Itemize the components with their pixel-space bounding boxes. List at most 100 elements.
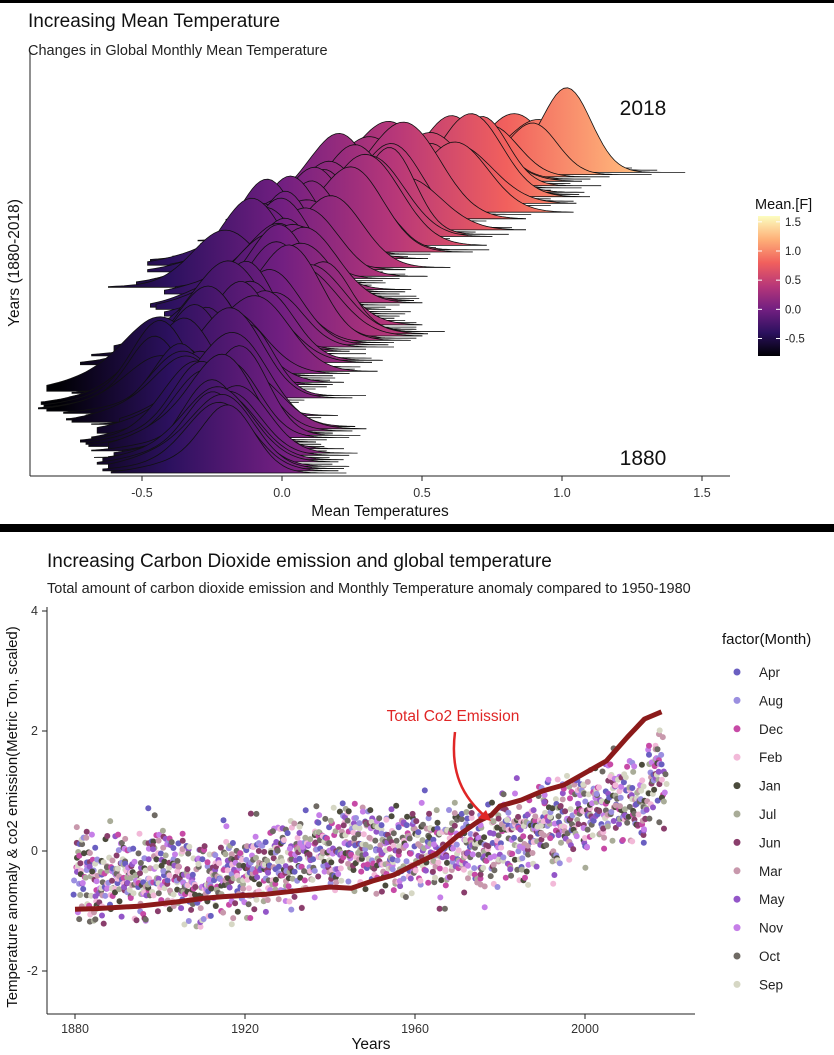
scatter-point (556, 860, 563, 867)
scatter-point (508, 872, 515, 879)
scatter-point (378, 822, 385, 829)
scatter-point (640, 839, 647, 846)
scatter-point (390, 830, 397, 837)
scatter-point (512, 790, 518, 797)
scatter-point (199, 856, 206, 863)
scatter-point (298, 905, 305, 911)
scatter-chart-panel: Increasing Carbon Dioxide emission and g… (0, 532, 834, 1055)
x-tick-label: 0.0 (273, 486, 290, 500)
scatter-point (476, 834, 482, 841)
scatter-point (118, 913, 125, 920)
scatter-point (269, 828, 276, 835)
scatter-point (612, 782, 619, 789)
scatter-point (442, 882, 449, 889)
scatter-point (351, 800, 358, 807)
scatter-point (328, 859, 335, 866)
scatter-point (322, 815, 329, 822)
scatter-point (137, 859, 144, 866)
scatter-point (500, 854, 507, 861)
annotation-label: Total Co2 Emission (387, 708, 520, 725)
scatter-point (601, 834, 608, 841)
scatter-point (382, 882, 389, 889)
scatter-point (367, 844, 374, 851)
scatter-point (552, 796, 559, 803)
scatter-point (575, 821, 582, 828)
scatter-point (270, 855, 277, 862)
scatter-point (400, 875, 407, 882)
scatter-point (518, 866, 525, 873)
scatter-point (402, 842, 409, 849)
scatter-point (261, 848, 268, 855)
scatter-point (430, 836, 437, 843)
scatter-point (132, 872, 139, 879)
scatter-point (291, 820, 298, 827)
scatter-point (658, 751, 665, 758)
ridge-group (38, 87, 686, 474)
scatter-point (362, 841, 369, 848)
scatter-point (82, 874, 89, 881)
scatter-point (116, 898, 123, 905)
scatter-point (489, 799, 495, 806)
scatter-point (79, 880, 86, 886)
scatter-point (646, 751, 652, 758)
scatter-point (617, 803, 623, 810)
scatter-point (88, 831, 95, 838)
scatter-point (465, 875, 471, 882)
scatter-point (640, 783, 647, 790)
scatter-point (660, 798, 667, 805)
scatter-point (206, 851, 213, 858)
scatter-point (638, 761, 645, 768)
scatter-point (537, 822, 544, 829)
scatter-point (154, 908, 161, 915)
scatter-point (159, 827, 166, 834)
legend-key (733, 668, 741, 676)
scatter-point (407, 875, 414, 882)
scatter-point (264, 897, 271, 903)
scatter-point (403, 858, 410, 865)
scatter-point (545, 776, 552, 783)
legend-label: Sep (759, 977, 783, 992)
scatter-point (130, 845, 137, 852)
co2-emission-line (74, 709, 663, 912)
scatter-point (324, 835, 330, 842)
scatter-point (109, 877, 115, 884)
scatter-point (480, 864, 487, 871)
x-tick-label: 1960 (401, 1022, 429, 1036)
scatter-point (522, 874, 528, 881)
scatter-point (593, 790, 600, 797)
scatter-point (160, 844, 167, 851)
scatter-point (504, 816, 510, 823)
legend-label: Nov (759, 921, 783, 936)
x-tick-label: 1880 (61, 1022, 89, 1036)
colorbar-title: Mean.[F] (755, 197, 812, 213)
scatter-point (275, 896, 282, 903)
legend-key (733, 725, 741, 733)
scatter-point (359, 808, 366, 815)
scatter-point (502, 874, 509, 881)
colorbar-tick-label: 0.0 (785, 304, 801, 316)
scatter-point (566, 856, 573, 863)
scatter-point (557, 803, 564, 809)
scatter-point (481, 904, 488, 911)
scatter-point (294, 834, 301, 841)
scatter-point (390, 887, 397, 894)
scatter-point (511, 834, 517, 841)
y-tick-label: 0 (31, 844, 38, 858)
scatter-point (426, 810, 433, 817)
scatter-point (599, 768, 606, 775)
legend-key (733, 867, 741, 875)
scatter-point (373, 890, 380, 897)
scatter-point (244, 876, 251, 883)
scatter-point (624, 819, 631, 826)
scatter-point (467, 831, 474, 837)
scatter-point (436, 905, 443, 912)
chart-title: Increasing Mean Temperature (28, 11, 280, 32)
scatter-point (100, 920, 107, 927)
scatter-point (655, 768, 662, 775)
chart-subtitle: Total amount of carbon dioxide emission … (47, 581, 691, 597)
scatter-point (79, 841, 86, 848)
scatter-point (291, 868, 298, 875)
scatter-point (288, 906, 295, 913)
scatter-point (305, 841, 312, 848)
scatter-point (73, 824, 80, 831)
